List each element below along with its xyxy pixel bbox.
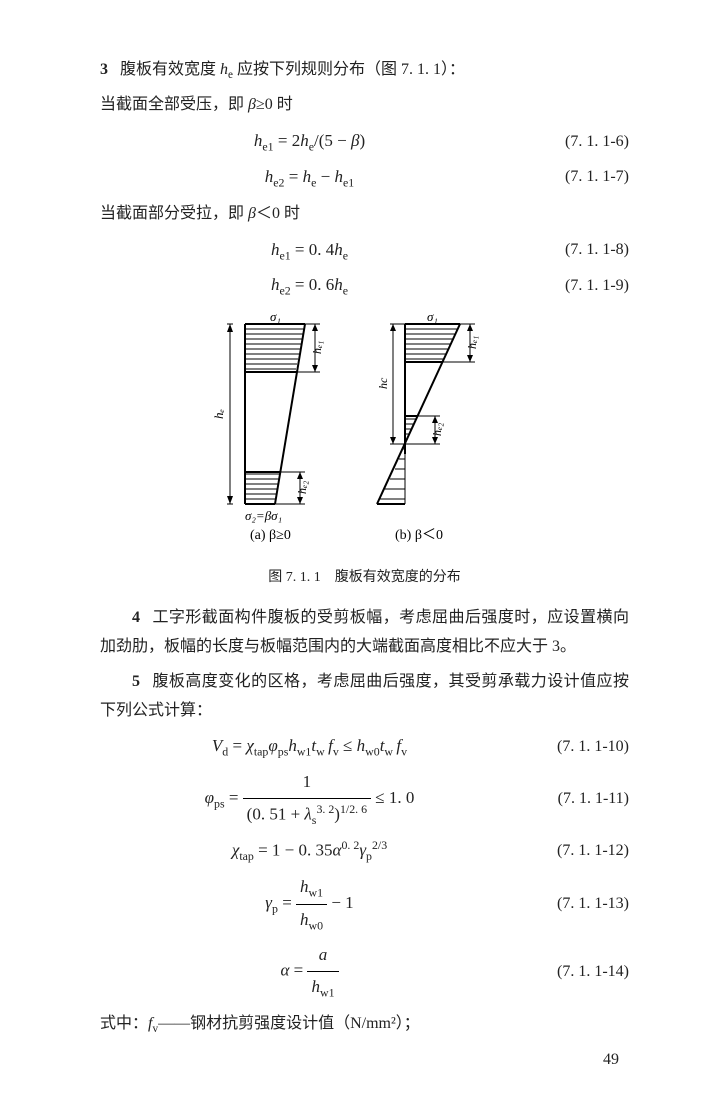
eq-7-1-1-13: γp = hw1hw0 − 1 (7. 1. 1-13) bbox=[100, 872, 629, 937]
svg-text:hₑ₁: hₑ₁ bbox=[310, 341, 324, 354]
svg-text:hₑ₁: hₑ₁ bbox=[465, 336, 479, 349]
eq-7-1-1-7: he2 = he − he1 (7. 1. 1-7) bbox=[100, 162, 629, 194]
where-desc: ——钢材抗剪强度设计值（N/mm²）； bbox=[158, 1015, 420, 1032]
section5-num: 5 bbox=[132, 673, 140, 690]
eq-7-1-1-9: he2 = 0. 6he (7. 1. 1-9) bbox=[100, 270, 629, 302]
section4-para: 4工字形截面构件腹板的受剪板幅，考虑屈曲后强度时，应设置横向加劲肋，板幅的长度与… bbox=[100, 604, 629, 662]
section5-text: 腹板高度变化的区格，考虑屈曲后强度，其受剪承载力设计值应按下列公式计算： bbox=[100, 673, 629, 719]
eq-7-1-1-10: Vd = χtapφpshw1tw fv ≤ hw0tw fv (7. 1. 1… bbox=[100, 731, 629, 763]
figure-svg: σ₁ σ₂=βσ₁ hₑ hₑ₁ hₑ₂ (a) β≥0 bbox=[195, 314, 535, 544]
section4-text: 工字形截面构件腹板的受剪板幅，考虑屈曲后强度时，应设置横向加劲肋，板幅的长度与板… bbox=[100, 609, 629, 655]
section5-para: 5腹板高度变化的区格，考虑屈曲后强度，其受剪承载力设计值应按下列公式计算： bbox=[100, 668, 629, 726]
svg-text:hc: hc bbox=[376, 377, 390, 389]
svg-text:(b) β＜0: (b) β＜0 bbox=[395, 528, 443, 543]
section3-text: 腹板有效宽度 he 应按下列规则分布（图 7. 1. 1）： bbox=[120, 61, 465, 78]
section3-heading: 3 腹板有效宽度 he 应按下列规则分布（图 7. 1. 1）： bbox=[100, 56, 629, 85]
eq-7-1-1-12: χtap = 1 − 0. 35α0. 2γp2/3 (7. 1. 1-12) bbox=[100, 835, 629, 867]
eq-7-1-1-14: α = ahw1 (7. 1. 1-14) bbox=[100, 940, 629, 1003]
svg-text:σ₂=βσ₁: σ₂=βσ₁ bbox=[245, 508, 282, 523]
eq-7-1-1-6: he1 = 2he/(5 − β) (7. 1. 1-6) bbox=[100, 126, 629, 158]
svg-text:hₑ₂: hₑ₂ bbox=[430, 423, 444, 436]
case2-label: 当截面部分受拉，即 β＜0 时 bbox=[100, 200, 629, 229]
svg-text:(a) β≥0: (a) β≥0 bbox=[250, 528, 291, 543]
svg-text:σ₁: σ₁ bbox=[427, 314, 438, 324]
eq-7-1-1-11: φps = 1(0. 51 + λs3. 2)1/2. 6 ≤ 1. 0 (7.… bbox=[100, 767, 629, 831]
section3-num: 3 bbox=[100, 61, 108, 78]
section4-num: 4 bbox=[132, 609, 140, 626]
svg-text:σ₁: σ₁ bbox=[270, 314, 281, 324]
svg-text:hₑ: hₑ bbox=[211, 409, 226, 419]
eq-7-1-1-8: he1 = 0. 4he (7. 1. 1-8) bbox=[100, 235, 629, 267]
page-number: 49 bbox=[603, 1046, 619, 1075]
where-clause: 式中：fv——钢材抗剪强度设计值（N/mm²）； bbox=[100, 1010, 629, 1039]
figure-7-1-1: σ₁ σ₂=βσ₁ hₑ hₑ₁ hₑ₂ (a) β≥0 bbox=[100, 314, 629, 555]
svg-text:hₑ₂: hₑ₂ bbox=[295, 481, 309, 494]
figure-caption: 图 7. 1. 1 腹板有效宽度的分布 bbox=[100, 565, 629, 590]
case1-label: 当截面全部受压，即 β≥0 时 bbox=[100, 91, 629, 120]
